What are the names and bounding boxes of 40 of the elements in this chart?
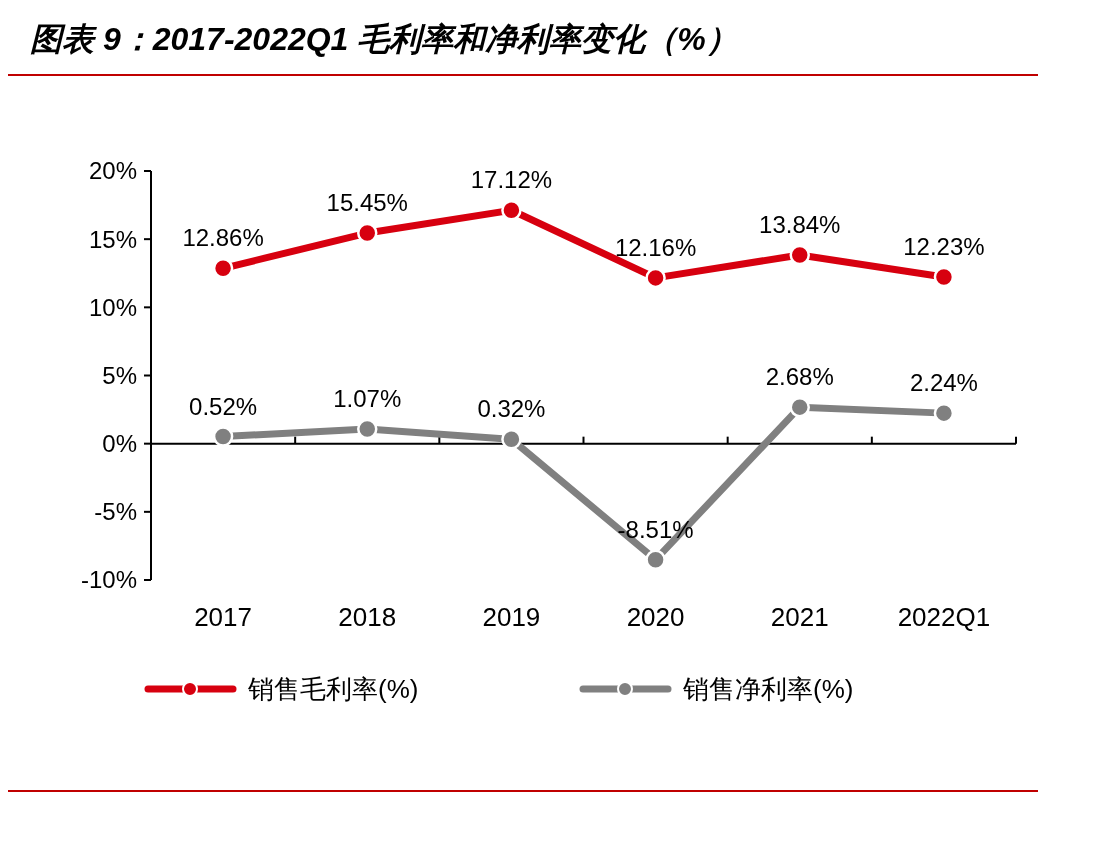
data-label: 15.45% xyxy=(326,189,408,217)
x-tick-label: 2019 xyxy=(482,602,541,632)
data-label: -8.51% xyxy=(617,515,694,543)
data-label: 2.68% xyxy=(765,363,834,391)
data-label: 0.52% xyxy=(189,392,258,420)
point xyxy=(212,426,234,447)
point xyxy=(357,418,378,440)
legend-label: 销售净利率(%) xyxy=(682,674,854,705)
y-tick-label: -5% xyxy=(94,498,137,526)
point xyxy=(933,266,955,288)
x-tick-label: 2021 xyxy=(770,602,829,632)
point xyxy=(789,396,810,418)
point xyxy=(933,402,955,424)
chart-title: 图表 9：2017-2022Q1 毛利率和净利率变化（%） xyxy=(30,21,738,57)
y-tick-label: -10% xyxy=(80,566,137,594)
point xyxy=(645,549,666,570)
x-tick-label: 2018 xyxy=(338,602,397,632)
x-tick-label: 2020 xyxy=(626,602,685,632)
data-label: 0.32% xyxy=(477,395,546,423)
y-tick-label: 10% xyxy=(88,293,137,321)
x-tick-label: 2017 xyxy=(194,602,253,632)
data-label: 12.23% xyxy=(903,232,985,260)
data-label: 13.84% xyxy=(759,210,841,238)
data-label: 12.16% xyxy=(614,233,697,261)
legend-label: 销售毛利率(%) xyxy=(247,674,419,705)
point xyxy=(789,244,810,266)
y-tick-label: 20% xyxy=(88,157,137,185)
data-label: 17.12% xyxy=(470,166,553,194)
x-tick-label: 2022Q1 xyxy=(897,602,991,632)
data-label: 12.86% xyxy=(182,224,264,252)
y-tick-label: 15% xyxy=(88,225,137,253)
point xyxy=(501,429,522,450)
point xyxy=(357,222,378,244)
y-tick-label: 5% xyxy=(102,361,137,389)
point xyxy=(645,267,666,289)
point xyxy=(212,258,234,279)
data-label: 1.07% xyxy=(333,385,402,413)
y-tick-label: 0% xyxy=(102,430,137,458)
point xyxy=(501,200,522,221)
data-label: 2.24% xyxy=(909,369,978,397)
